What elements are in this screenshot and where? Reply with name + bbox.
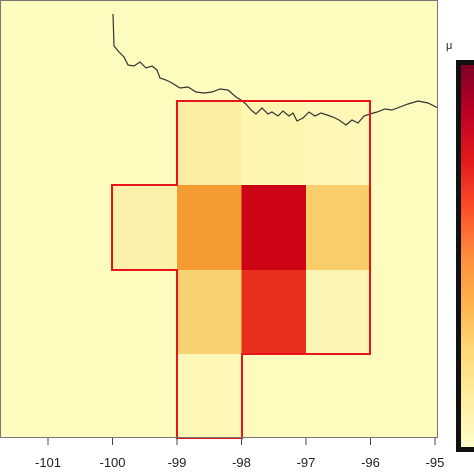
plot-frame [0, 0, 438, 438]
x-tick-label: -95 [426, 455, 445, 470]
x-tick-label: -99 [168, 455, 187, 470]
grid-cell-8 [241, 270, 306, 354]
x-tick-label: -98 [232, 455, 251, 470]
grid-cell-3 [112, 185, 177, 270]
x-tick-label: -96 [361, 455, 380, 470]
grid-cell-9 [306, 270, 371, 354]
grid-cell-10 [177, 354, 242, 438]
legend-color-bar [461, 65, 474, 447]
grid-cell-5 [241, 185, 306, 270]
grid-cell-2 [306, 101, 371, 185]
x-tick-label: -97 [297, 455, 316, 470]
grid-cell-0 [177, 101, 242, 185]
state-border-line [112, 13, 439, 126]
grid-cell-4 [177, 185, 242, 270]
x-tick-label: -100 [99, 455, 125, 470]
x-tick-label: -101 [35, 455, 61, 470]
grid-cell-1 [241, 101, 306, 185]
grid-cell-7 [177, 270, 242, 354]
legend-unit-label: μ [446, 40, 452, 52]
color-legend [461, 65, 474, 447]
grid-cells [112, 101, 371, 438]
grid-cell-6 [306, 185, 371, 270]
x-axis: -101 -100 -99 -98 -97 -96 -95 [35, 438, 444, 470]
